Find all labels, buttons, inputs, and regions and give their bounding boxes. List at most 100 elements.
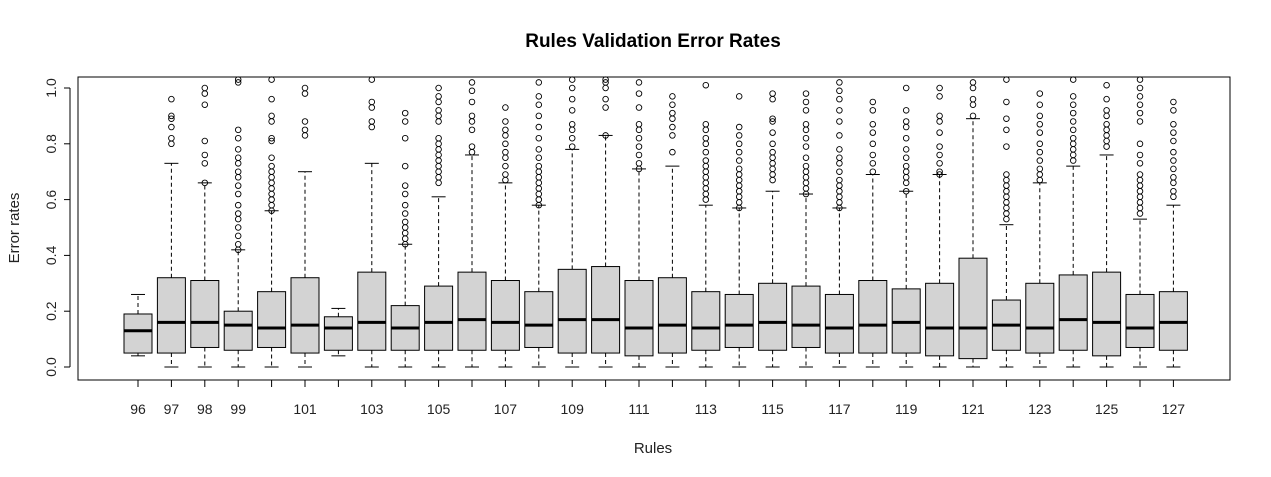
outlier-point [1036, 90, 1044, 97]
outlier-point [735, 148, 743, 156]
outlier-point [168, 95, 175, 103]
outlier-point [201, 151, 209, 159]
iqr-box [290, 277, 320, 354]
outlier-point [735, 123, 743, 131]
outlier-point [635, 79, 643, 86]
outlier-point [836, 146, 843, 153]
iqr-box [624, 280, 654, 357]
box-rule-121 [958, 79, 988, 368]
outlier-point [836, 79, 843, 86]
outlier-point [1036, 157, 1044, 164]
outlier-point [1036, 121, 1044, 128]
iqr-box [958, 257, 988, 360]
box-rule-120 [925, 84, 955, 368]
outlier-point [1069, 134, 1077, 142]
boxes-layer [123, 76, 1188, 368]
box-rule-125 [1092, 81, 1122, 368]
iqr-box [190, 280, 220, 348]
box-rule-124 [1058, 76, 1088, 368]
box-rule-96 [123, 293, 153, 357]
outlier-point [669, 101, 676, 108]
outlier-point [669, 93, 676, 100]
outlier-point [168, 112, 175, 120]
box-rule-117 [824, 79, 854, 368]
outlier-point [568, 95, 576, 103]
outlier-point [535, 93, 543, 100]
outlier-point [769, 118, 776, 125]
box-rule-102 [323, 307, 353, 357]
outlier-point [1036, 140, 1044, 148]
outlier-point [602, 76, 609, 83]
iqr-box [257, 291, 287, 348]
outlier-point [401, 162, 409, 170]
outlier-point [401, 109, 409, 117]
outlier-point [735, 132, 743, 139]
outlier-point [1069, 101, 1077, 108]
x-tick-label: 127 [1162, 401, 1186, 417]
box-rule-103 [357, 76, 387, 368]
iqr-box [156, 277, 186, 354]
outlier-point [234, 146, 242, 153]
outlier-point [468, 79, 476, 86]
outlier-point [1170, 129, 1177, 136]
x-tick-label: 115 [761, 401, 784, 417]
outlier-point [568, 107, 576, 114]
x-tick-label: 98 [197, 401, 213, 417]
outlier-point [468, 98, 476, 106]
outlier-point [201, 101, 209, 108]
outlier-point [234, 224, 242, 231]
outlier-point [268, 95, 275, 103]
x-axis: 96 97 98 99 101 103 105 107 109 111 113 115 117 119 12… [130, 379, 1186, 417]
outlier-point [902, 146, 910, 153]
outlier-point [635, 104, 643, 111]
outlier-point [802, 121, 810, 128]
iqr-box [591, 266, 621, 354]
iqr-box [1058, 274, 1088, 351]
outlier-point [502, 118, 509, 125]
outlier-point [769, 90, 776, 97]
outlier-point [902, 154, 910, 161]
outlier-point [234, 79, 242, 86]
outlier-point [468, 126, 476, 134]
iqr-box [223, 310, 253, 351]
outlier-point [201, 137, 209, 145]
outlier-point [301, 126, 309, 134]
iqr-box [490, 280, 520, 351]
outlier-point [936, 168, 943, 175]
outlier-point [368, 76, 376, 83]
outlier-point [602, 104, 609, 111]
outlier-point [902, 107, 910, 114]
x-tick-label: 109 [561, 401, 585, 417]
outlier-point [168, 134, 175, 142]
outlier-point [401, 218, 409, 226]
outlier-point [1036, 148, 1044, 156]
outlier-point [535, 146, 543, 153]
outlier-point [869, 107, 877, 114]
outlier-point [1170, 121, 1177, 128]
outlier-point [535, 154, 543, 161]
iqr-box [524, 291, 554, 348]
outlier-point [635, 151, 643, 159]
outlier-point [836, 154, 843, 161]
outlier-point [234, 210, 242, 217]
outlier-point [234, 240, 242, 248]
outlier-point [535, 101, 543, 108]
outlier-point [669, 123, 676, 131]
outlier-point [1170, 98, 1177, 106]
outlier-point [869, 121, 877, 128]
x-axis-label: Rules [634, 440, 672, 457]
outlier-point [1170, 137, 1177, 145]
outlier-point [836, 168, 843, 175]
outlier-point [635, 121, 643, 128]
box-rule-108 [524, 79, 554, 368]
outlier-point [1136, 151, 1144, 159]
outlier-point [535, 112, 543, 120]
outlier-point [1103, 81, 1110, 89]
outlier-point [1103, 95, 1110, 103]
outlier-point [435, 93, 442, 100]
outlier-point [301, 84, 309, 92]
iqr-box [323, 316, 353, 351]
y-tick-label: 1.0 [43, 78, 59, 98]
